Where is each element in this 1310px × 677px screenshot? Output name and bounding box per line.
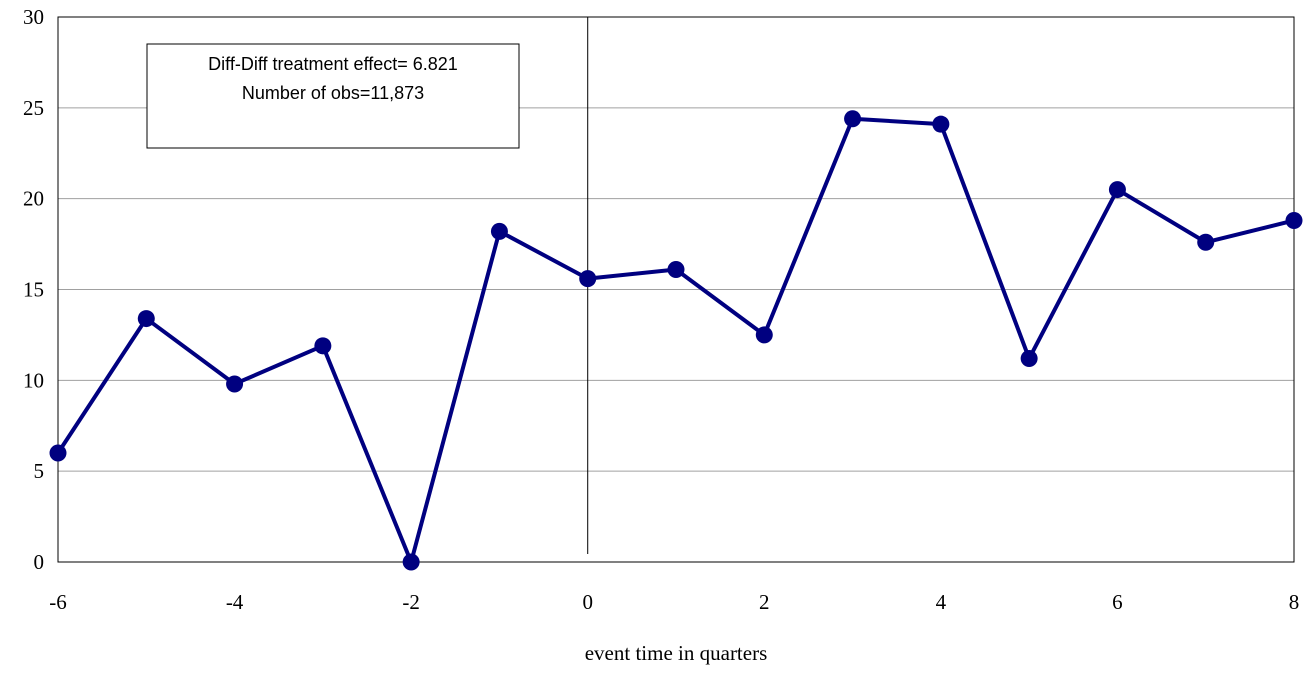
y-tick-label: 20 (23, 187, 44, 211)
data-point (1285, 211, 1303, 229)
data-point (844, 110, 862, 128)
data-point (402, 553, 420, 571)
x-tick-label: -2 (402, 590, 420, 614)
annotation-box: Diff-Diff treatment effect= 6.821 Number… (146, 43, 520, 149)
x-tick-label: 8 (1289, 590, 1300, 614)
annotation-treatment-effect: Diff-Diff treatment effect= 6.821 (208, 54, 458, 74)
data-point (49, 444, 67, 462)
data-point (1197, 233, 1215, 251)
annotation-box-frame (146, 43, 520, 149)
y-axis-tick-labels: 0 5 10 15 20 25 30 (23, 5, 44, 574)
y-tick-label: 10 (23, 368, 44, 392)
data-point (1108, 181, 1126, 199)
x-tick-label: 0 (582, 590, 593, 614)
y-tick-label: 5 (34, 459, 45, 483)
x-tick-label: -4 (226, 590, 244, 614)
data-point (490, 222, 508, 240)
gridlines (58, 107, 1294, 472)
y-tick-label: 30 (23, 5, 44, 29)
data-point (137, 310, 155, 328)
x-tick-label: 6 (1112, 590, 1123, 614)
data-point (932, 115, 950, 133)
data-series (49, 110, 1303, 571)
x-axis-tick-labels: -6 -4 -2 0 2 4 6 8 (49, 590, 1299, 614)
y-tick-label: 25 (23, 96, 44, 120)
data-point (226, 375, 244, 393)
data-point (667, 261, 685, 279)
series-line (56, 116, 1295, 564)
x-tick-label: -6 (49, 590, 67, 614)
x-tick-label: 2 (759, 590, 770, 614)
x-tick-label: 4 (936, 590, 947, 614)
plot-area (57, 16, 1295, 563)
data-point (314, 337, 332, 355)
x-axis-title: event time in quarters (585, 641, 768, 665)
data-point (579, 270, 597, 288)
annotation-number-of-obs: Number of obs=11,873 (242, 83, 424, 103)
y-tick-label: 0 (34, 550, 45, 574)
y-tick-label: 15 (23, 278, 44, 302)
data-point (1020, 350, 1038, 368)
data-point (755, 326, 773, 344)
